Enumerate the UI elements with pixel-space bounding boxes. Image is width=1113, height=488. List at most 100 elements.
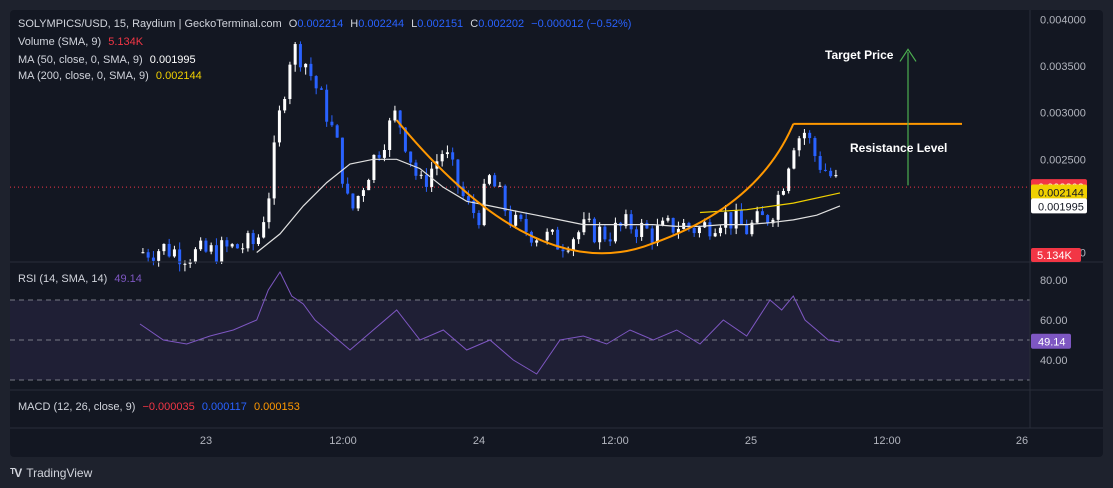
- candle-body: [277, 110, 281, 143]
- candle-body: [508, 211, 512, 226]
- high-label: H: [350, 18, 359, 30]
- candle-body: [235, 244, 239, 249]
- candle-body: [466, 196, 470, 201]
- candle-body: [503, 185, 507, 212]
- candle-body: [267, 198, 271, 223]
- candle-body: [146, 252, 150, 258]
- candle-body: [367, 179, 371, 191]
- candle-body: [634, 229, 638, 237]
- rsi-label: RSI (14, SMA, 14): [18, 273, 108, 285]
- rsi-value-tag-label: 49.14: [1038, 337, 1066, 349]
- volume-legend: Volume (SMA, 9) 5.134K: [18, 34, 147, 50]
- tradingview-brand[interactable]: TradingView: [26, 466, 93, 480]
- candle-body: [372, 154, 376, 180]
- candle-body: [498, 185, 502, 187]
- candle-body: [739, 210, 743, 225]
- high-value: 0.002244: [358, 18, 405, 30]
- close-label: C: [470, 18, 479, 30]
- candle-body: [666, 217, 670, 221]
- candle-body: [356, 195, 360, 209]
- tradingview-logo-icon: ᵀV: [10, 466, 22, 480]
- candle-body: [414, 162, 418, 176]
- change-value: −0.000012 (−0.52%): [531, 18, 632, 30]
- candle-body: [388, 120, 392, 150]
- candle-body: [151, 257, 155, 261]
- candle-body: [361, 190, 365, 196]
- candle-body: [309, 63, 313, 77]
- candle-body: [246, 233, 250, 249]
- rsi-tick-label: 80.00: [1040, 275, 1068, 287]
- candle-body: [745, 224, 749, 235]
- candle-body: [188, 262, 192, 264]
- candle-body: [613, 222, 617, 242]
- candle-body: [461, 186, 465, 197]
- candle-body: [834, 175, 838, 177]
- candle-body: [587, 218, 591, 220]
- candle-body: [304, 63, 308, 68]
- candle-body: [823, 169, 827, 171]
- candle-body: [645, 222, 649, 229]
- volume-tag: [1031, 248, 1081, 262]
- candle-body: [419, 174, 423, 176]
- candle-body: [398, 110, 402, 128]
- ma200-legend: MA (200, close, 0, SMA, 9) 0.002144: [18, 68, 206, 84]
- cup-pattern-curve: [395, 119, 795, 255]
- candle-body: [440, 154, 444, 162]
- candle-body: [456, 159, 460, 187]
- candle-body: [608, 239, 612, 242]
- candle-body: [403, 127, 407, 152]
- candle-body: [319, 88, 323, 90]
- candle-body: [330, 121, 334, 126]
- candle-body: [214, 245, 218, 263]
- candle-body: [529, 231, 533, 243]
- candle-body: [771, 219, 775, 224]
- macd-legend: MACD (12, 26, close, 9) −0.000035 0.0001…: [18, 399, 304, 415]
- chart-canvas[interactable]: 0.0040000.0035000.0030000.0025000.001500…: [10, 10, 1103, 457]
- candle-body: [335, 125, 339, 138]
- candle-body: [808, 132, 812, 139]
- rsi-value-tag: [1031, 333, 1071, 349]
- candle-body: [566, 250, 570, 252]
- candle-body: [167, 243, 171, 257]
- candle-body: [697, 227, 701, 234]
- candle-body: [598, 226, 602, 243]
- candle-body: [493, 175, 497, 187]
- candle-body: [802, 132, 806, 139]
- candle-body: [172, 249, 176, 257]
- annotation-layer: Target Price Resistance Level: [395, 48, 962, 255]
- axis-layer: 0.0040000.0035000.0030000.0025000.001500…: [10, 10, 1103, 447]
- time-tick-label: 25: [745, 435, 757, 447]
- candle-body: [298, 44, 302, 68]
- candle-body: [713, 233, 717, 237]
- candle-body: [671, 217, 675, 233]
- candle-body: [797, 138, 801, 151]
- candle-body: [283, 99, 287, 111]
- price-tick-label: 0.003500: [1040, 61, 1086, 73]
- candle-body: [760, 211, 764, 216]
- volume-tag-label: 5.134K: [1037, 250, 1073, 262]
- candle-body: [655, 225, 659, 243]
- ma50-legend: MA (50, close, 0, SMA, 9) 0.001995: [18, 52, 200, 68]
- candle-body: [346, 183, 350, 194]
- candle-body: [556, 229, 560, 250]
- time-tick-label: 12:00: [873, 435, 901, 447]
- candle-body: [293, 44, 297, 65]
- candle-body: [582, 219, 586, 233]
- target-price-label: Target Price: [825, 48, 894, 62]
- ma50-line: [256, 158, 841, 253]
- candle-body: [183, 263, 187, 265]
- symbol-title: SOLYMPICS/USD, 15, Raydium | GeckoTermin…: [18, 18, 282, 30]
- candle-body: [519, 214, 523, 219]
- candle-body: [272, 142, 276, 199]
- price-tick-label: 0.003000: [1040, 108, 1086, 120]
- candle-body: [776, 194, 780, 220]
- candle-body: [640, 222, 644, 237]
- price-tick-label: 0.002500: [1040, 154, 1086, 166]
- candle-body: [157, 251, 161, 261]
- candle-body: [692, 227, 696, 234]
- candle-body: [220, 240, 224, 263]
- macd-value-3: 0.000153: [253, 401, 300, 413]
- rsi-value-legend: 49.14: [114, 273, 142, 285]
- candle-body: [377, 154, 381, 158]
- candle-body: [230, 244, 234, 247]
